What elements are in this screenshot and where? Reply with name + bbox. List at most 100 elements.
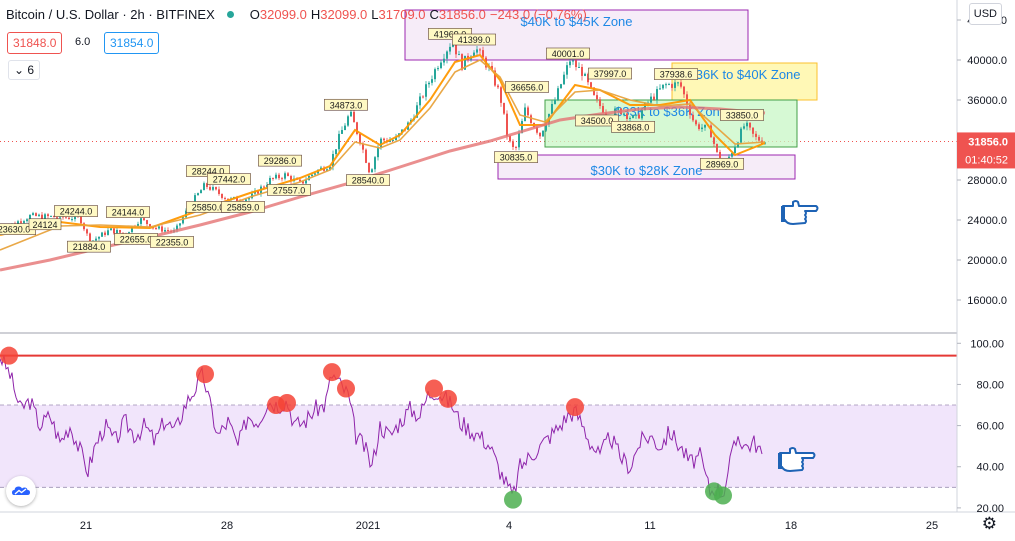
hand-cuff (778, 453, 782, 469)
candle-body (710, 125, 712, 138)
price-callout-box (221, 201, 265, 213)
candle-body (662, 84, 664, 89)
candle-body (545, 124, 547, 131)
indicators-toggle[interactable]: ⌄ 6 (8, 60, 41, 80)
ohlc-low-key: L (371, 6, 379, 22)
overbought-marker (323, 363, 341, 382)
candle-body (434, 69, 436, 80)
candle-body (578, 66, 580, 68)
candle-body (731, 153, 733, 157)
candle-body (218, 189, 220, 194)
buy-button[interactable]: 31854.0 (104, 32, 160, 54)
candle-body (26, 219, 28, 222)
candle-body (698, 124, 700, 130)
price-callout-label: 22355.0 (156, 237, 189, 247)
currency-button[interactable]: USD (968, 3, 1002, 25)
candle-body (158, 226, 160, 229)
candle-body (38, 214, 40, 216)
candle-body (479, 49, 481, 51)
price-callout-label: 37997.0 (594, 69, 627, 79)
candle-body (638, 114, 640, 119)
price-callout-label: 24144.0 (112, 208, 145, 218)
candle-body (749, 122, 751, 128)
candle-body (587, 73, 589, 83)
candle-body (104, 232, 106, 235)
price-callout-label: 29286.0 (264, 156, 297, 166)
candle-body (758, 136, 760, 141)
price-tick-label: 20000.0 (967, 255, 1007, 267)
price-callout-box (207, 173, 251, 185)
tradingview-logo-icon[interactable] (6, 476, 36, 506)
candle-body (452, 44, 454, 47)
time-tick-label: 18 (785, 520, 797, 532)
candle-body (215, 187, 217, 190)
ohlc-close: 31856.0 (438, 6, 486, 22)
candle-body (341, 130, 343, 134)
candle-body (602, 106, 604, 113)
chart-header: Bitcoin / U.S. Dollar · 2h · BITFINEX O 3… (6, 3, 591, 25)
zone-box (497, 154, 796, 180)
overbought-marker (278, 393, 296, 412)
candle-body (596, 95, 598, 100)
candle-body (503, 102, 505, 114)
rsi-layer (0, 346, 763, 509)
ohlc-open-key: O (249, 6, 260, 22)
candle-body (695, 120, 697, 125)
candle-body (179, 223, 181, 226)
candle-body (542, 130, 544, 137)
chevron-down-icon: ⌄ (14, 63, 25, 77)
price-callout-label: 37938.6 (660, 70, 693, 80)
bar-countdown: 01:40:52 (965, 154, 1008, 166)
candle-body (395, 136, 397, 141)
candle-body (68, 217, 70, 220)
sell-button[interactable]: 31848.0 (7, 32, 63, 54)
price-callout-label: 27557.0 (273, 185, 306, 195)
candle-body (524, 107, 526, 122)
price-tick-label: 16000.0 (967, 295, 1007, 307)
candle-body (455, 44, 457, 55)
symbol-title[interactable]: Bitcoin / U.S. Dollar · 2h · BITFINEX (6, 6, 215, 22)
candle-body (599, 99, 601, 107)
candle-body (335, 149, 337, 155)
candle-body (287, 173, 289, 177)
candle-body (374, 157, 376, 170)
price-callout-box (258, 154, 302, 167)
candle-body (236, 196, 238, 202)
price-callout-box (28, 218, 62, 231)
time-tick-label: 28 (221, 520, 233, 532)
rsi-line (0, 354, 763, 498)
candle-body (155, 227, 157, 229)
candle-body (281, 178, 283, 180)
candle-body (368, 162, 370, 173)
candle-body (506, 113, 508, 136)
candle-body (209, 186, 211, 190)
candle-body (89, 233, 91, 245)
candle-body (35, 213, 37, 216)
candle-body (107, 230, 109, 235)
rsi-tick-label: 60.00 (976, 421, 1004, 433)
candle-body (65, 217, 67, 219)
candle-body (425, 84, 427, 97)
candle-body (530, 115, 532, 123)
candle-body (560, 84, 562, 89)
price-callout-box (505, 81, 549, 93)
candle-body (629, 117, 631, 119)
candle-body (617, 108, 619, 110)
settings-gear-icon[interactable]: ⚙ (981, 514, 997, 533)
candle-body (713, 137, 715, 144)
candle-body (299, 179, 301, 182)
candle-body (98, 236, 100, 239)
candle-body (680, 82, 682, 87)
candle-body (674, 82, 676, 88)
candle-body (257, 190, 259, 194)
pointing-hand-icon (781, 200, 819, 225)
time-tick-label: 25 (926, 520, 938, 532)
candle-body (641, 109, 643, 119)
overbought-marker (337, 379, 355, 398)
candle-body (521, 121, 523, 134)
pointing-hand-icon (778, 447, 816, 472)
hand-outline (779, 447, 816, 472)
candle-body (302, 181, 304, 184)
